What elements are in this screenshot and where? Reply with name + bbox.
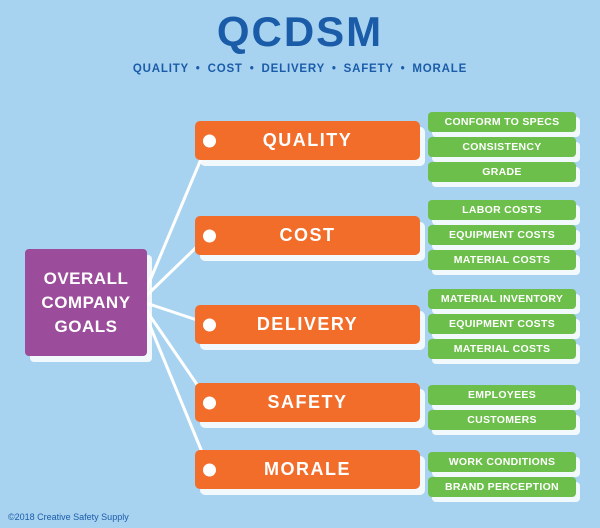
tag-hole-icon: [203, 134, 216, 147]
list-item: EMPLOYEES: [428, 385, 576, 405]
list-item: MATERIAL COSTS: [428, 250, 576, 270]
goals-line-1: OVERALL: [43, 268, 129, 288]
tag-hole-icon: [203, 463, 216, 476]
category-tag-cost: COST: [195, 216, 420, 255]
list-item: MATERIAL INVENTORY: [428, 289, 576, 309]
copyright-text: ©2018 Creative Safety Supply: [8, 512, 129, 522]
list-item: WORK CONDITIONS: [428, 452, 576, 472]
list-item: EQUIPMENT COSTS: [428, 225, 576, 245]
list-item: EQUIPMENT COSTS: [428, 314, 576, 334]
list-item: BRAND PERCEPTION: [428, 477, 576, 497]
goals-line-3: GOALS: [54, 316, 118, 336]
category-label: DELIVERY: [256, 314, 359, 334]
list-item: CONSISTENCY: [428, 137, 576, 157]
category-tag-delivery: DELIVERY: [195, 305, 420, 344]
goals-line-2: COMPANY: [41, 292, 131, 312]
category-label: QUALITY: [262, 130, 353, 150]
list-item: GRADE: [428, 162, 576, 182]
item-group-cost: LABOR COSTS EQUIPMENT COSTS MATERIAL COS…: [428, 200, 576, 275]
connector-quality: [144, 138, 211, 292]
subtitle: QUALITY • COST • DELIVERY • SAFETY • MOR…: [132, 63, 468, 75]
tag-hole-icon: [203, 229, 216, 242]
tag-hole-icon: [203, 318, 216, 331]
list-item: LABOR COSTS: [428, 200, 576, 220]
category-tag-morale: MORALE: [195, 450, 420, 489]
item-group-quality: CONFORM TO SPECS CONSISTENCY GRADE: [428, 112, 576, 187]
category-tag-quality: QUALITY: [195, 121, 420, 160]
tag-hole-icon: [203, 396, 216, 409]
item-group-morale: WORK CONDITIONS BRAND PERCEPTION: [428, 452, 576, 502]
list-item: CUSTOMERS: [428, 410, 576, 430]
item-group-delivery: MATERIAL INVENTORY EQUIPMENT COSTS MATER…: [428, 289, 576, 364]
connector-morale: [144, 314, 211, 471]
page-title: QCDSM: [216, 8, 384, 55]
list-item: MATERIAL COSTS: [428, 339, 576, 359]
category-tag-safety: SAFETY: [195, 383, 420, 422]
category-label: MORALE: [264, 459, 351, 479]
category-label: SAFETY: [267, 392, 348, 412]
overall-company-goals-box: OVERALL COMPANY GOALS: [25, 249, 147, 356]
category-label: COST: [279, 225, 336, 245]
item-group-safety: EMPLOYEES CUSTOMERS: [428, 385, 576, 435]
list-item: CONFORM TO SPECS: [428, 112, 576, 132]
